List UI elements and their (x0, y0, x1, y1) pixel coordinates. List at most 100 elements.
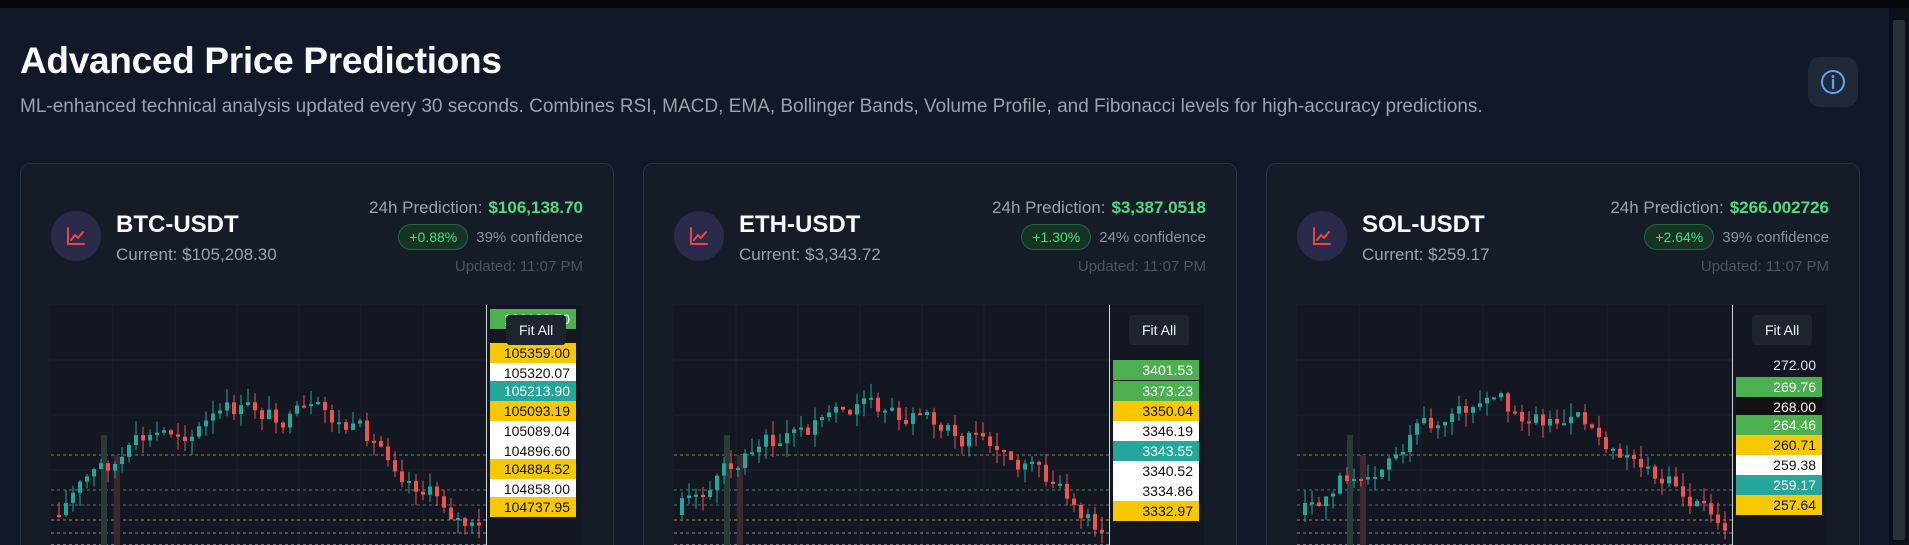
price-label: 3373.23 (1113, 381, 1199, 401)
candle-body (1058, 483, 1062, 486)
candle-body (869, 397, 873, 400)
candle-body (925, 412, 929, 415)
candle-body (1016, 459, 1020, 470)
candle-body (1716, 514, 1720, 524)
price-label: 105093.19 (490, 401, 576, 421)
info-icon (1821, 70, 1845, 94)
page-title: Advanced Price Predictions (20, 40, 502, 81)
candle-body (1499, 393, 1503, 398)
candle-body (1436, 425, 1440, 429)
candle-body (1345, 475, 1349, 482)
candlestick-chart[interactable]: 106138.70105359.00105320.07105213.901050… (51, 305, 581, 545)
candle-body (1534, 414, 1538, 423)
candle-body (1366, 477, 1370, 480)
candle-body (799, 427, 803, 430)
candle-body (757, 446, 761, 453)
candle-body (435, 486, 439, 497)
candle-body (708, 490, 712, 497)
candle-body (1415, 423, 1419, 435)
prediction-label: 24h Prediction: (1610, 198, 1724, 217)
candle-body (99, 463, 103, 470)
candle-body (1667, 476, 1671, 484)
candle-body (421, 491, 425, 495)
candle-body (78, 481, 82, 493)
candle-body (1023, 463, 1027, 470)
candle-body (1030, 461, 1034, 464)
candlestick-chart[interactable]: 3401.53 3373.23 3350.04 3346.19 3343.55 3340.… (674, 305, 1204, 545)
scrollbar-thumb[interactable] (1893, 20, 1905, 540)
chart-plot-area[interactable] (51, 305, 486, 545)
price-label: 260.71 (1736, 435, 1822, 455)
candle-body (834, 406, 838, 413)
candle-body (337, 422, 341, 425)
confidence-text: 39% confidence (1722, 228, 1829, 246)
change-badge: +1.30% (1021, 224, 1092, 250)
candle-body (176, 434, 180, 437)
candle-body (715, 475, 719, 491)
candle-body (442, 496, 446, 508)
candle-body (1317, 502, 1321, 506)
candle-body (1569, 416, 1573, 424)
fit-all-button[interactable]: Fit All (506, 315, 567, 345)
candle-body (1002, 450, 1006, 453)
fit-all-button[interactable]: Fit All (1752, 315, 1813, 345)
confidence-row: +0.88% 39% confidence (398, 224, 583, 250)
candle-body (1590, 424, 1594, 428)
candle-body (113, 464, 117, 471)
candle-body (183, 436, 187, 442)
candle-body (477, 522, 481, 526)
candle-body (239, 405, 243, 415)
candle-body (988, 436, 992, 446)
candle-body (911, 413, 915, 424)
candle-body (1373, 476, 1377, 479)
updated-time: Updated: 11:07 PM (1077, 258, 1206, 275)
price-label: 3332.97 (1113, 501, 1199, 521)
info-button[interactable] (1808, 57, 1858, 107)
candle-body (1513, 411, 1517, 414)
chart-plot-area[interactable] (674, 305, 1109, 545)
candle-body (400, 471, 404, 483)
confidence-row: +2.64% 39% confidence (1644, 224, 1829, 250)
pair-name: BTC-USDT (116, 211, 239, 238)
candle-body (1065, 483, 1069, 499)
candle-body (876, 397, 880, 412)
candle-body (1562, 423, 1566, 426)
volume-bar (1347, 435, 1353, 545)
fit-all-button[interactable]: Fit All (1129, 315, 1190, 345)
candle-body (1387, 458, 1391, 470)
candle-body (1352, 478, 1356, 482)
candle-body (1450, 413, 1454, 423)
candle-body (204, 420, 208, 427)
candle-body (393, 460, 397, 472)
change-badge: +2.64% (1644, 224, 1715, 250)
prediction-row: 24h Prediction: $106,138.70 (369, 198, 583, 218)
candle-body (1639, 458, 1643, 468)
candle-body (1576, 412, 1580, 417)
price-label: 105320.07 (490, 363, 576, 383)
candle-body (1100, 529, 1104, 533)
candle-body (162, 430, 166, 433)
change-badge: +0.88% (398, 224, 469, 250)
candle-body (71, 492, 75, 503)
page-description: ML-enhanced technical analysis updated e… (20, 96, 1483, 117)
candle-body (1660, 478, 1664, 484)
scrollbar[interactable] (1889, 8, 1909, 545)
volume-bar (1360, 455, 1366, 545)
candle-body (1478, 403, 1482, 408)
updated-time: Updated: 11:07 PM (1700, 258, 1829, 275)
chart-plot-area[interactable] (1297, 305, 1732, 545)
price-label: 264.46 (1736, 415, 1822, 435)
candle-body (155, 432, 159, 435)
candle-body (1429, 417, 1433, 429)
card-icon (674, 211, 724, 261)
candle-body (1709, 503, 1713, 515)
candle-body (1037, 461, 1041, 465)
current-price: Current: $3,343.72 (739, 245, 881, 264)
candle-body (932, 412, 936, 425)
prediction-card-sol: SOL-USDT Current: $259.17 24h Prediction… (1266, 163, 1860, 545)
candlestick-chart[interactable]: 272.00 269.76 268.00 264.46 260.71 259.38 259.… (1297, 305, 1827, 545)
candle-body (463, 518, 467, 526)
candle-body (1324, 496, 1328, 506)
candle-body (729, 463, 733, 470)
candle-body (1555, 419, 1559, 424)
